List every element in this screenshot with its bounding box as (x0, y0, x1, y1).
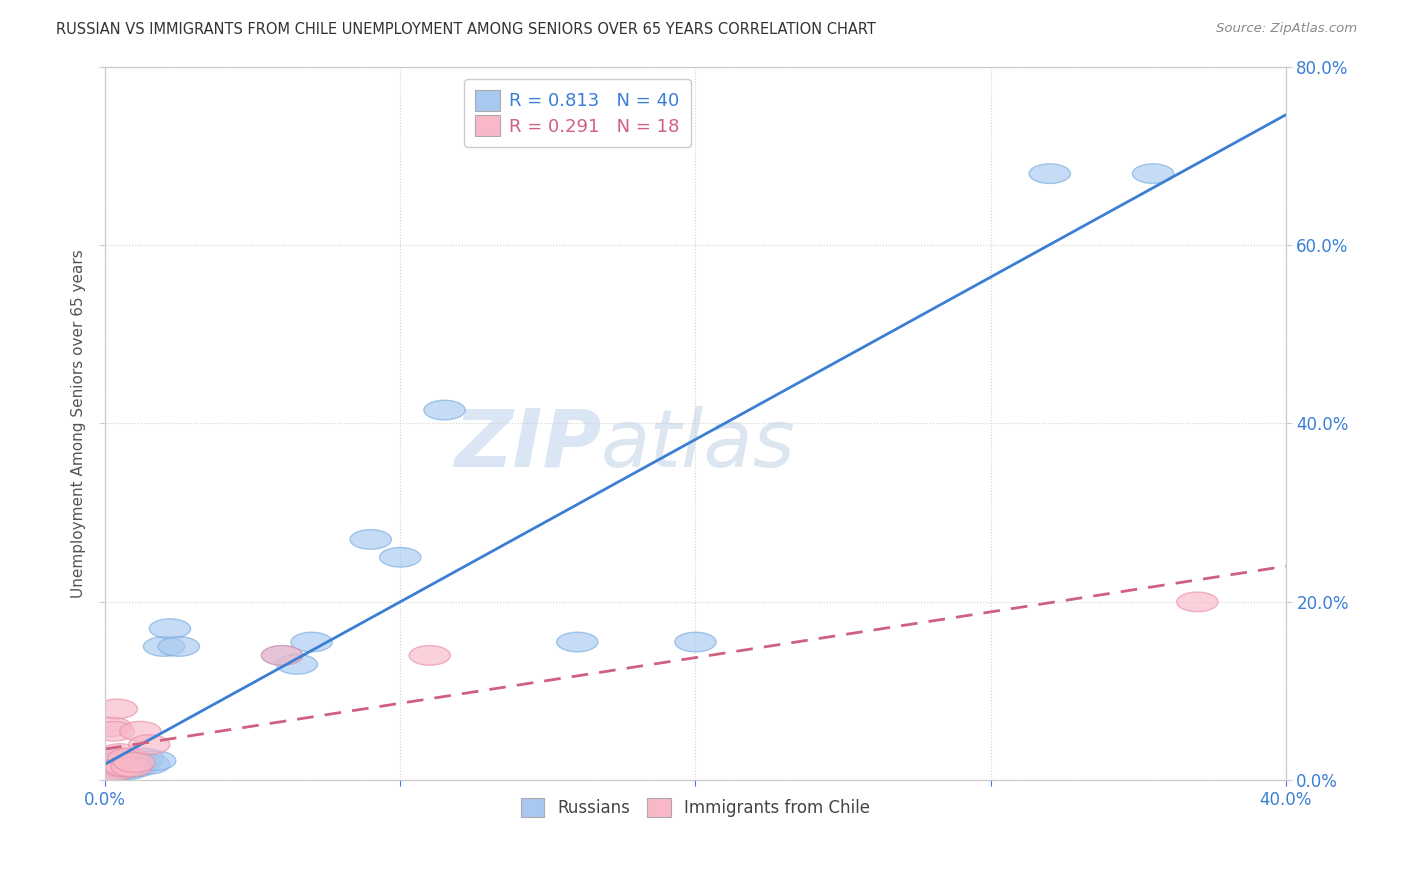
Ellipse shape (108, 755, 149, 774)
Text: RUSSIAN VS IMMIGRANTS FROM CHILE UNEMPLOYMENT AMONG SENIORS OVER 65 YEARS CORREL: RUSSIAN VS IMMIGRANTS FROM CHILE UNEMPLO… (56, 22, 876, 37)
Ellipse shape (120, 753, 162, 772)
Ellipse shape (1029, 164, 1070, 184)
Ellipse shape (111, 757, 152, 777)
Ellipse shape (93, 753, 135, 772)
Ellipse shape (675, 632, 716, 652)
Ellipse shape (96, 699, 138, 719)
Ellipse shape (98, 744, 141, 764)
Ellipse shape (262, 646, 302, 665)
Ellipse shape (1132, 164, 1174, 184)
Ellipse shape (143, 637, 184, 657)
Legend: Russians, Immigrants from Chile: Russians, Immigrants from Chile (513, 789, 879, 825)
Ellipse shape (114, 751, 155, 771)
Ellipse shape (128, 755, 170, 774)
Ellipse shape (557, 632, 598, 652)
Ellipse shape (96, 751, 138, 771)
Ellipse shape (93, 762, 135, 781)
Ellipse shape (108, 760, 149, 780)
Y-axis label: Unemployment Among Seniors over 65 years: Unemployment Among Seniors over 65 years (72, 249, 86, 598)
Ellipse shape (423, 401, 465, 420)
Ellipse shape (105, 757, 146, 777)
Ellipse shape (90, 760, 132, 780)
Ellipse shape (87, 762, 128, 781)
Ellipse shape (90, 748, 132, 768)
Ellipse shape (135, 751, 176, 771)
Ellipse shape (98, 753, 141, 772)
Ellipse shape (90, 755, 132, 774)
Ellipse shape (103, 757, 143, 777)
Ellipse shape (103, 760, 143, 780)
Ellipse shape (98, 757, 141, 777)
Ellipse shape (103, 755, 143, 774)
Ellipse shape (117, 757, 157, 777)
Ellipse shape (98, 748, 141, 768)
Text: atlas: atlas (600, 406, 796, 483)
Ellipse shape (105, 757, 146, 777)
Ellipse shape (90, 717, 132, 737)
Ellipse shape (114, 755, 155, 774)
Ellipse shape (409, 646, 450, 665)
Ellipse shape (120, 722, 162, 741)
Ellipse shape (291, 632, 332, 652)
Ellipse shape (96, 753, 138, 772)
Ellipse shape (128, 735, 170, 755)
Text: Source: ZipAtlas.com: Source: ZipAtlas.com (1216, 22, 1357, 36)
Ellipse shape (96, 759, 138, 779)
Ellipse shape (380, 548, 420, 567)
Ellipse shape (103, 751, 143, 771)
Ellipse shape (96, 755, 138, 774)
Ellipse shape (149, 619, 191, 639)
Ellipse shape (114, 753, 155, 772)
Ellipse shape (93, 756, 135, 776)
Text: ZIP: ZIP (454, 406, 600, 483)
Ellipse shape (93, 722, 135, 741)
Ellipse shape (93, 762, 135, 781)
Ellipse shape (105, 753, 146, 772)
Ellipse shape (111, 757, 152, 777)
Ellipse shape (122, 748, 165, 768)
Ellipse shape (87, 757, 128, 777)
Ellipse shape (276, 655, 318, 674)
Ellipse shape (157, 637, 200, 657)
Ellipse shape (108, 748, 149, 768)
Ellipse shape (350, 530, 391, 549)
Ellipse shape (262, 646, 302, 665)
Ellipse shape (1177, 592, 1218, 612)
